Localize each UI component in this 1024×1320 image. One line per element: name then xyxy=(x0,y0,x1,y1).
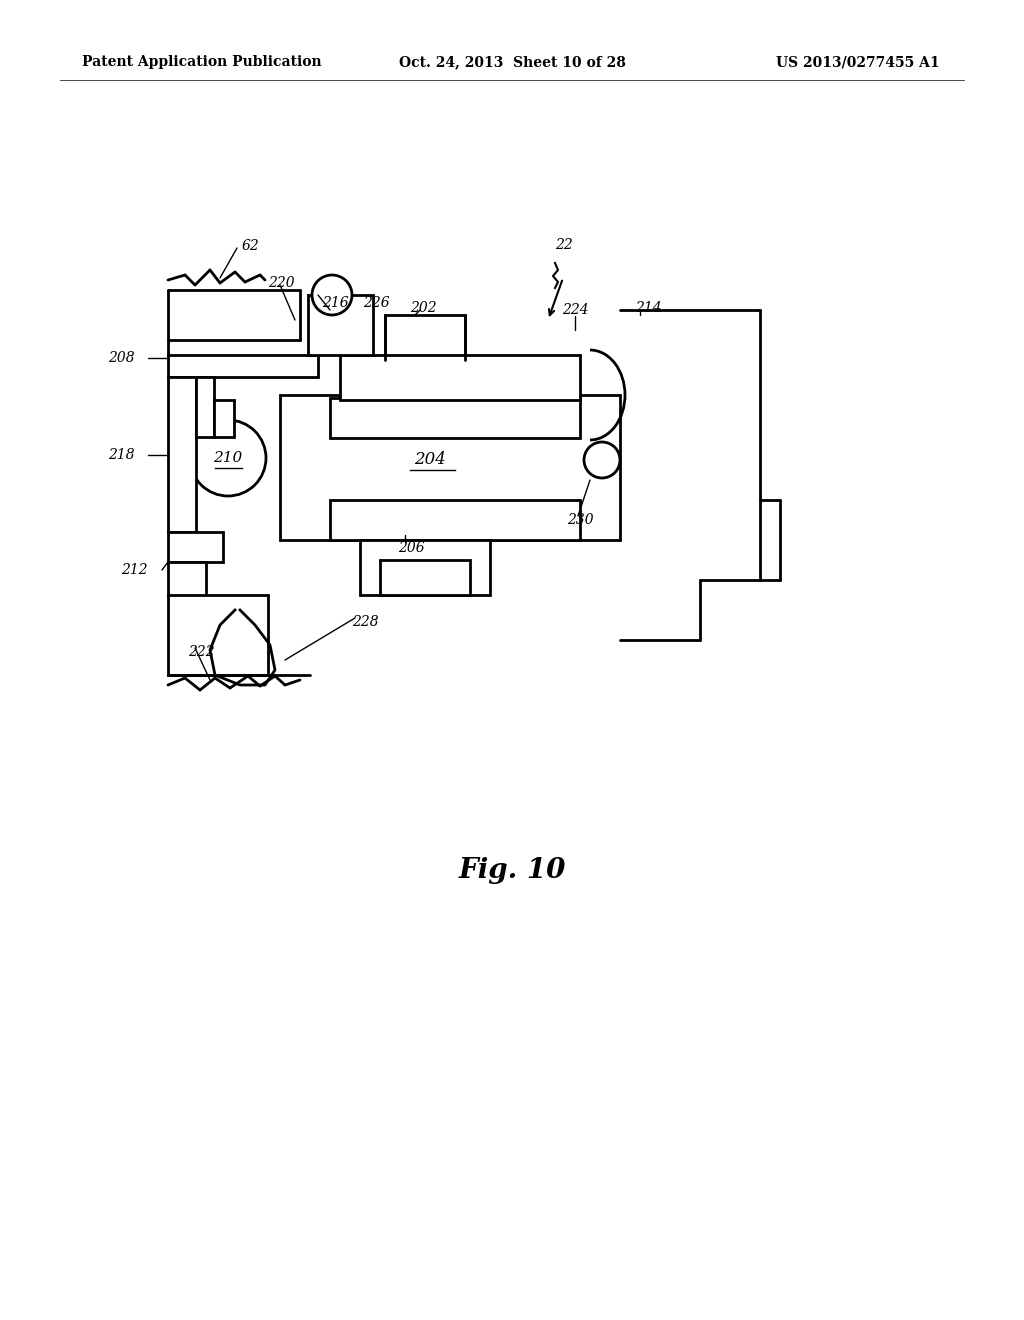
Text: 226: 226 xyxy=(362,296,389,310)
Bar xyxy=(168,562,206,597)
Text: 218: 218 xyxy=(109,447,135,462)
Bar xyxy=(340,355,580,400)
Circle shape xyxy=(337,507,362,533)
Bar xyxy=(196,378,214,437)
Circle shape xyxy=(397,407,423,433)
Circle shape xyxy=(337,407,362,433)
Circle shape xyxy=(367,507,393,533)
Circle shape xyxy=(547,407,573,433)
Circle shape xyxy=(517,407,543,433)
Text: Fig. 10: Fig. 10 xyxy=(459,857,565,883)
Circle shape xyxy=(312,275,352,315)
Circle shape xyxy=(397,507,423,533)
Text: 62: 62 xyxy=(242,239,260,253)
Bar xyxy=(308,294,373,355)
Bar xyxy=(360,540,490,595)
Bar xyxy=(385,315,465,360)
Text: 204: 204 xyxy=(414,451,445,469)
Bar xyxy=(330,399,580,438)
Text: 222: 222 xyxy=(188,645,215,659)
Circle shape xyxy=(487,407,513,433)
Bar xyxy=(168,532,223,562)
Bar xyxy=(330,500,580,540)
Bar xyxy=(168,378,196,532)
Circle shape xyxy=(427,407,453,433)
Text: 210: 210 xyxy=(213,451,243,465)
Bar xyxy=(214,400,234,437)
Circle shape xyxy=(457,507,483,533)
Text: Oct. 24, 2013  Sheet 10 of 28: Oct. 24, 2013 Sheet 10 of 28 xyxy=(398,55,626,69)
Circle shape xyxy=(487,507,513,533)
Bar xyxy=(168,355,318,378)
Circle shape xyxy=(427,507,453,533)
Text: Patent Application Publication: Patent Application Publication xyxy=(82,55,322,69)
Bar xyxy=(168,595,268,675)
Text: 212: 212 xyxy=(122,564,148,577)
Circle shape xyxy=(584,442,620,478)
Circle shape xyxy=(190,420,266,496)
Text: 206: 206 xyxy=(398,541,425,554)
Text: 214: 214 xyxy=(635,301,662,315)
Text: 230: 230 xyxy=(567,513,594,527)
Circle shape xyxy=(547,507,573,533)
Text: 228: 228 xyxy=(352,615,379,630)
Bar xyxy=(280,395,620,540)
Circle shape xyxy=(457,407,483,433)
Text: 202: 202 xyxy=(410,301,436,315)
Circle shape xyxy=(517,507,543,533)
Text: 220: 220 xyxy=(268,276,295,290)
Circle shape xyxy=(367,407,393,433)
Text: US 2013/0277455 A1: US 2013/0277455 A1 xyxy=(776,55,940,69)
Text: 224: 224 xyxy=(562,304,589,317)
Text: 216: 216 xyxy=(322,296,348,310)
Text: 22: 22 xyxy=(555,238,572,252)
Text: 208: 208 xyxy=(109,351,135,366)
Bar xyxy=(380,560,470,595)
